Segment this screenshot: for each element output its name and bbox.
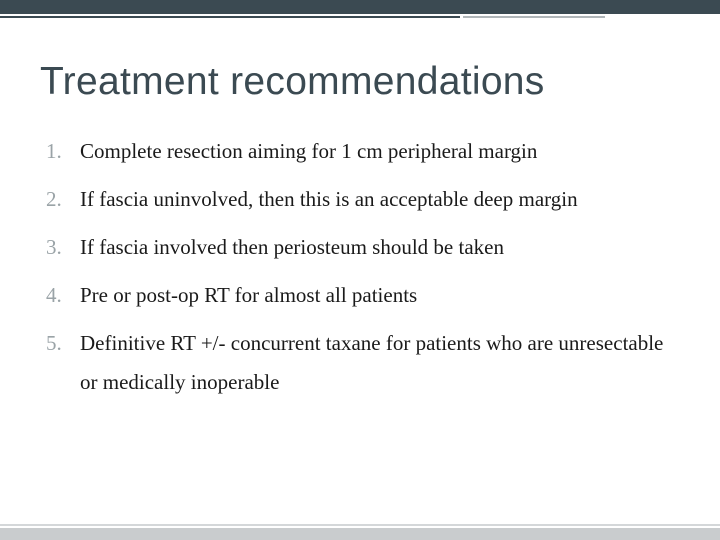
bottom-decorative-border (0, 518, 720, 540)
bottom-thin-line-left (0, 524, 115, 526)
slide-content: Treatment recommendations Complete resec… (0, 0, 720, 540)
list-item: Complete resection aiming for 1 cm perip… (46, 132, 680, 172)
recommendation-list: Complete resection aiming for 1 cm perip… (40, 132, 680, 403)
list-item: Pre or post-op RT for almost all patient… (46, 276, 680, 316)
list-item: Definitive RT +/- concurrent taxane for … (46, 324, 680, 404)
slide-title: Treatment recommendations (40, 60, 680, 104)
bottom-bar (0, 528, 720, 540)
list-item: If fascia involved then periosteum shoul… (46, 228, 680, 268)
list-item: If fascia uninvolved, then this is an ac… (46, 180, 680, 220)
bottom-thin-line (115, 524, 720, 526)
